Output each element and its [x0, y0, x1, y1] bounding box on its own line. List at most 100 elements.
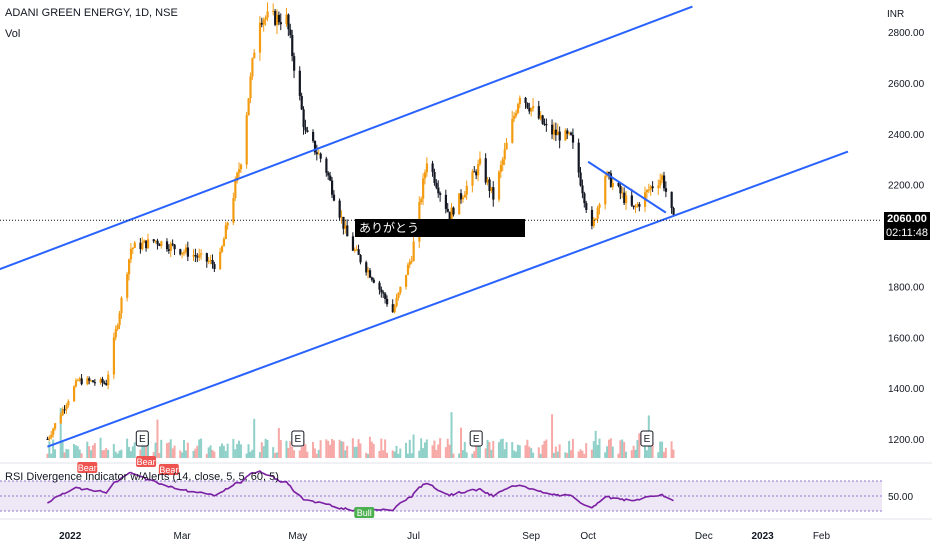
volume-bar: [48, 441, 51, 458]
volume-bar: [304, 444, 307, 458]
candle-body: [651, 186, 654, 189]
volume-bar: [516, 444, 519, 458]
candle-body: [302, 109, 305, 128]
volume-bar: [664, 447, 667, 458]
candle-body: [556, 131, 559, 136]
volume-bar: [649, 443, 652, 458]
candle-body: [649, 186, 652, 190]
volume-bar: [423, 442, 426, 458]
time-axis-tick-label: Oct: [580, 531, 596, 542]
volume-bar: [437, 444, 440, 458]
candle-body: [298, 70, 301, 96]
candle-body: [247, 98, 250, 116]
candle-body: [590, 209, 594, 226]
candle-body: [171, 243, 174, 245]
candle-body: [306, 130, 309, 132]
chart-annotation[interactable]: ありがとう: [355, 219, 525, 237]
candle-body: [357, 249, 360, 255]
volume-bar: [543, 440, 546, 458]
candle-body: [143, 240, 146, 243]
candle-body: [365, 262, 368, 273]
candle-body: [156, 240, 159, 245]
volume-bar: [592, 441, 595, 458]
volume-bar: [236, 443, 239, 458]
candle-body: [101, 378, 104, 383]
volume-bar: [511, 442, 514, 458]
candle-body: [499, 164, 503, 172]
candle-body: [475, 171, 478, 176]
time-axis-tick-label: Feb: [813, 531, 831, 542]
volume-bar: [659, 441, 662, 458]
volume-bar: [497, 442, 500, 458]
volume-bar: [528, 446, 531, 458]
candle-body: [344, 225, 347, 229]
candle-body: [65, 405, 68, 410]
volume-bar: [247, 444, 250, 458]
candle-body: [226, 222, 229, 226]
candle-body: [446, 208, 449, 212]
volume-bar: [386, 452, 389, 458]
candle-body: [630, 195, 633, 206]
candle-body: [532, 106, 535, 109]
volume-bar: [604, 452, 607, 458]
candle-body: [425, 163, 429, 173]
candle-body: [423, 172, 427, 179]
volume-bar: [431, 445, 434, 458]
candle-body: [222, 239, 226, 247]
candle-body: [408, 261, 411, 265]
candle-body: [478, 158, 482, 165]
candle-body: [167, 249, 171, 251]
trendline-upper-channel: [0, 5, 693, 271]
candle-body: [484, 158, 487, 183]
candle-body: [346, 225, 349, 237]
candle-body: [200, 253, 203, 255]
candle-body: [245, 115, 248, 165]
candle-body: [571, 134, 575, 143]
time-axis-tick-label: Dec: [695, 531, 713, 542]
volume-bar: [545, 439, 548, 458]
candle-body: [251, 58, 254, 77]
candle-body: [609, 173, 613, 187]
candle-body: [382, 292, 385, 294]
volume-bar: [524, 445, 527, 458]
chart-header-title: ADANI GREEN ENERGY, 1D, NSE: [5, 7, 178, 19]
trendline-triangle-upper: [587, 160, 667, 214]
volume-bar: [651, 442, 654, 458]
volume-bar: [141, 438, 144, 458]
candle-body: [99, 378, 102, 383]
volume-bar: [88, 446, 91, 458]
candle-body: [659, 179, 662, 186]
volume-bar: [91, 445, 94, 458]
volume-bar: [287, 447, 290, 458]
candle-body: [459, 193, 463, 200]
volume-bar: [471, 453, 474, 458]
candle-body: [598, 204, 601, 208]
candle-body: [260, 22, 263, 25]
volume-bar: [355, 446, 358, 458]
candle-body: [554, 129, 558, 136]
rsi-divergence-label-box: [354, 507, 375, 518]
volume-bar: [179, 450, 182, 458]
volume-bar: [291, 446, 294, 458]
volume-bar: [346, 445, 349, 458]
candle-body: [657, 185, 660, 189]
candle-body: [422, 178, 425, 199]
volume-bar: [152, 452, 155, 458]
candle-body: [205, 253, 208, 262]
volume-bar: [404, 442, 407, 458]
volume-bar: [433, 440, 436, 458]
volume-bar: [226, 443, 229, 458]
volume-bar: [277, 428, 280, 458]
volume-bar: [325, 439, 328, 458]
candle-body: [497, 171, 501, 200]
candle-body: [196, 256, 199, 258]
volume-bar: [224, 451, 227, 458]
candle-body: [338, 200, 341, 218]
candle-body: [93, 382, 97, 384]
candle-body: [503, 149, 506, 160]
candle-body: [277, 14, 281, 23]
volume-bar: [312, 441, 315, 458]
volume-bar: [74, 445, 77, 458]
volume-bar: [397, 453, 400, 458]
candle-body: [262, 19, 265, 25]
